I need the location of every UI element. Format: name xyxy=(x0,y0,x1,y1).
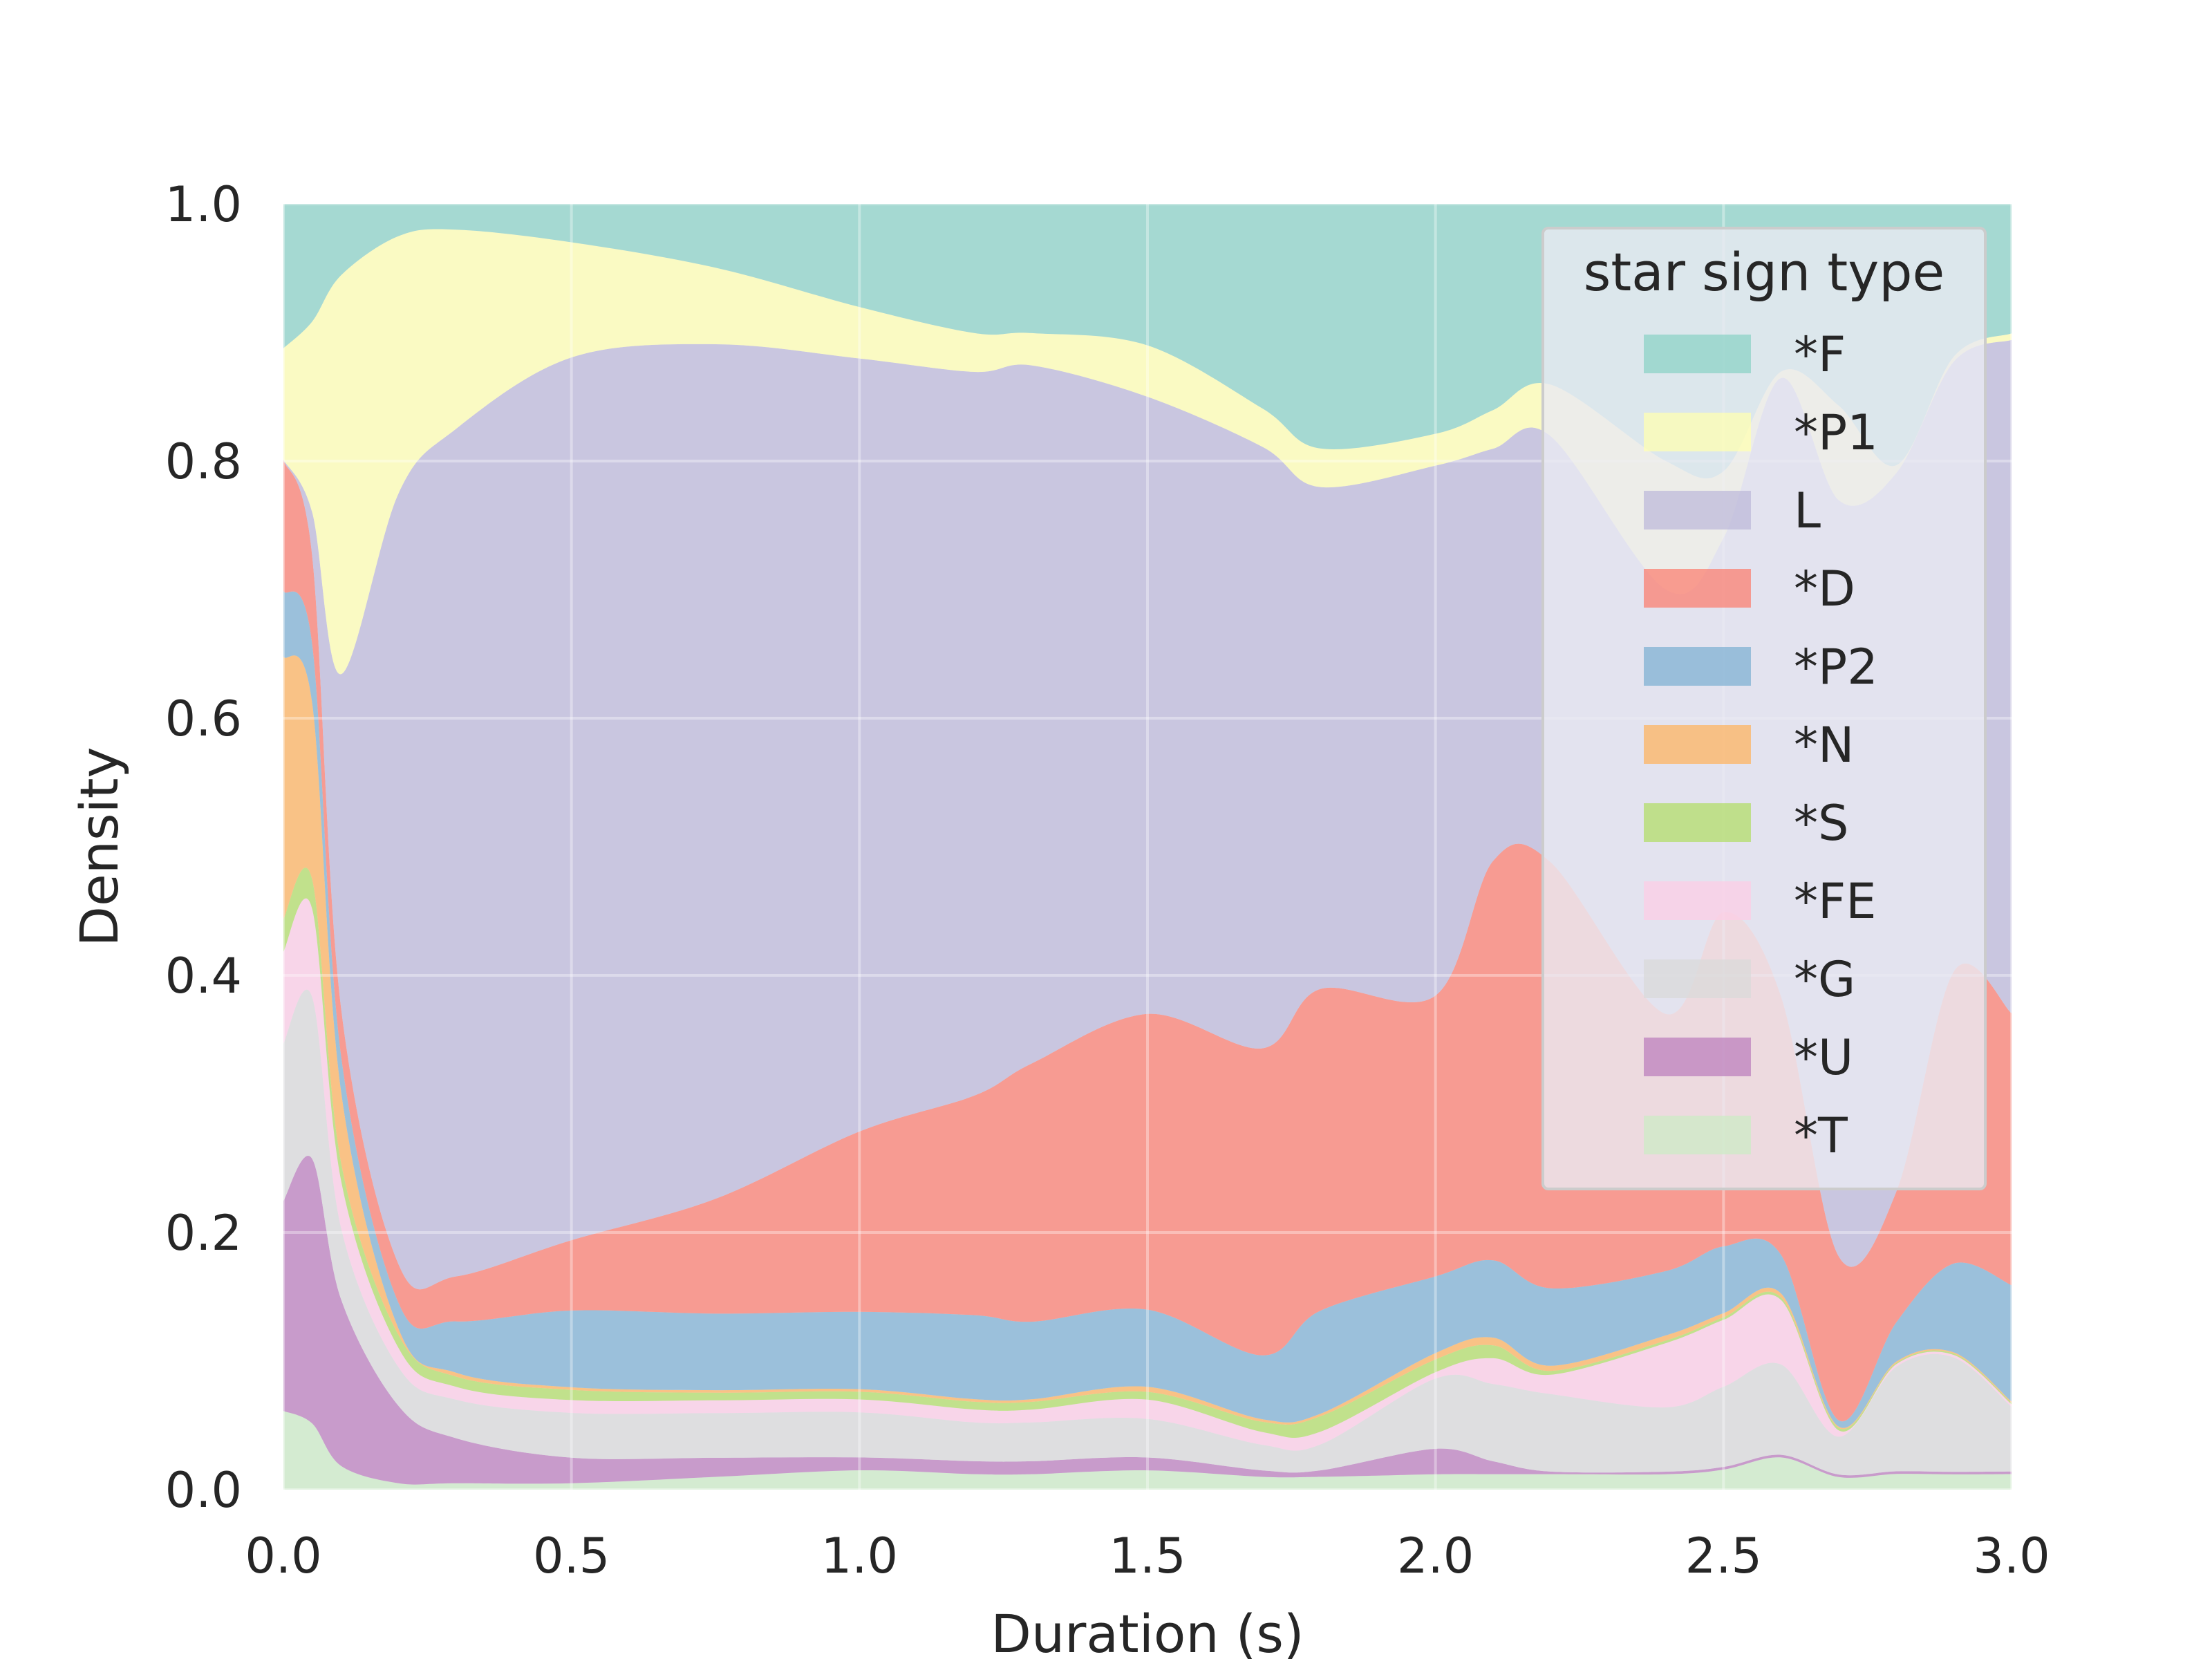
legend-label: *N xyxy=(1794,717,1854,774)
area-s xyxy=(283,868,2012,1438)
legend-label: *D xyxy=(1794,561,1855,617)
y-tick-labels: 0.0 0.2 0.4 0.6 0.8 1.0 xyxy=(165,176,242,1519)
x-tick-label: 0.5 xyxy=(533,1528,610,1584)
y-tick-label: 0.2 xyxy=(165,1205,242,1262)
legend-label: *T xyxy=(1794,1107,1848,1164)
legend-swatch xyxy=(1644,413,1751,451)
legend-swatch xyxy=(1644,803,1751,842)
legend-swatch xyxy=(1644,881,1751,920)
legend-label: *G xyxy=(1794,951,1855,1008)
legend-swatch xyxy=(1644,1116,1751,1154)
legend-label: *U xyxy=(1794,1029,1853,1086)
legend-swatch xyxy=(1644,1038,1751,1076)
legend-box xyxy=(1541,227,1987,1190)
area-u xyxy=(283,1156,2012,1485)
legend-swatch xyxy=(1644,335,1751,373)
legend-title: star sign type xyxy=(1584,241,1944,303)
y-tick-label: 0.8 xyxy=(165,433,242,490)
x-tick-label: 1.5 xyxy=(1109,1528,1185,1584)
y-tick-label: 0.0 xyxy=(165,1462,242,1519)
legend-label: *FE xyxy=(1794,873,1877,930)
x-tick-label: 0.0 xyxy=(245,1528,321,1584)
area-p1 xyxy=(283,229,2012,675)
legend: star sign type *F *P1 L *D *P2 *N *S *FE *G *U *T xyxy=(1541,227,1987,1190)
legend-swatch xyxy=(1644,725,1751,764)
x-tick-label: 2.5 xyxy=(1685,1528,1762,1584)
area-t xyxy=(283,1411,2012,1490)
legend-swatch xyxy=(1644,491,1751,529)
y-tick-label: 0.6 xyxy=(165,691,242,747)
x-tick-labels: 0.0 0.5 1.0 1.5 2.0 2.5 3.0 xyxy=(245,1528,2050,1584)
legend-label: *S xyxy=(1794,795,1848,852)
legend-items: *F *P1 L *D *P2 *N *S *FE *G *U *T xyxy=(1644,326,1878,1164)
x-tick-label: 1.0 xyxy=(821,1528,898,1584)
legend-label: L xyxy=(1794,482,1821,539)
legend-swatch xyxy=(1644,647,1751,686)
x-axis-label: Duration (s) xyxy=(991,1603,1304,1659)
legend-swatch xyxy=(1644,569,1751,608)
area-fe xyxy=(283,898,2012,1451)
x-tick-label: 2.0 xyxy=(1397,1528,1474,1584)
area-g xyxy=(283,989,2012,1476)
legend-label: *P1 xyxy=(1794,404,1878,461)
x-tick-label: 3.0 xyxy=(1973,1528,2050,1584)
legend-label: *F xyxy=(1794,326,1846,383)
legend-swatch xyxy=(1644,959,1751,998)
y-axis-label: Density xyxy=(68,747,130,947)
y-tick-label: 1.0 xyxy=(165,176,242,233)
legend-label: *P2 xyxy=(1794,639,1878,695)
area-p2 xyxy=(283,590,2012,1428)
y-tick-label: 0.4 xyxy=(165,948,242,1004)
